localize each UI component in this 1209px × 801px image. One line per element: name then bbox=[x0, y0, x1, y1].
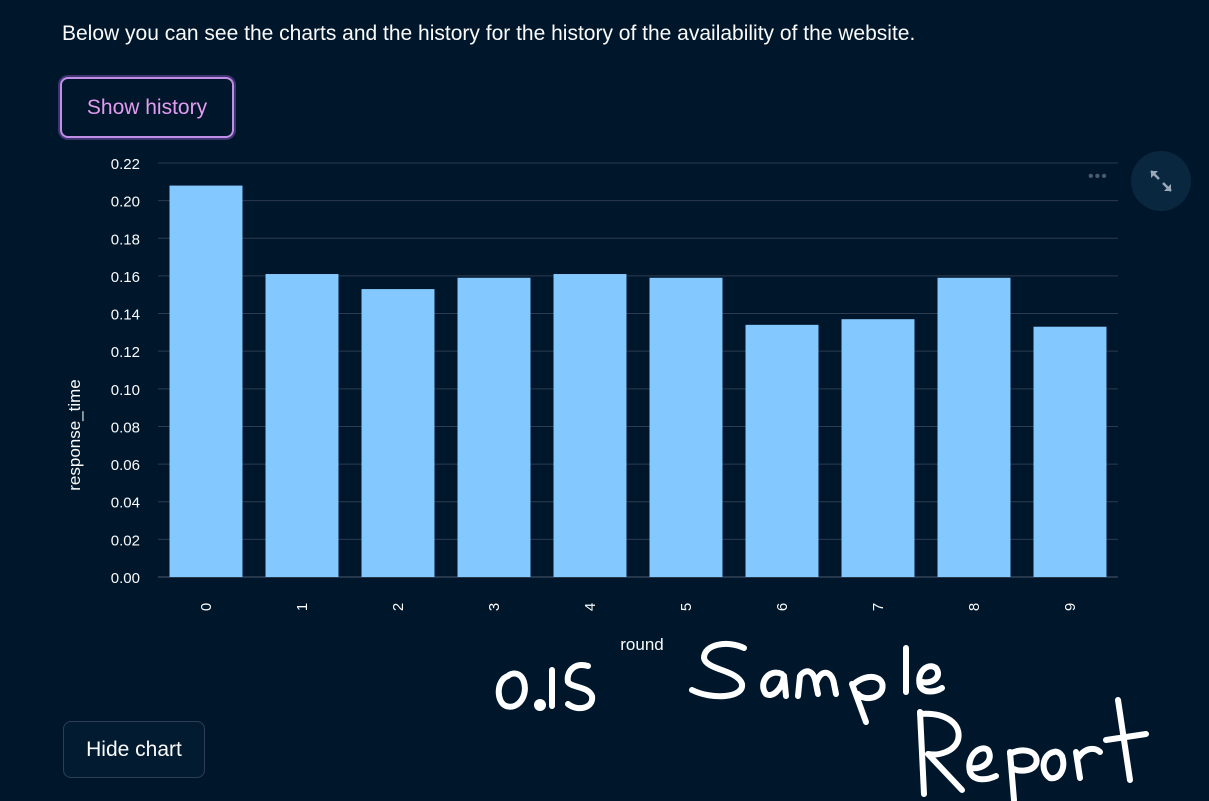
bar-round-3[interactable] bbox=[457, 277, 531, 577]
bar-round-2[interactable] bbox=[361, 289, 435, 577]
y-tick-label: 0.00 bbox=[111, 570, 140, 587]
ellipsis-icon[interactable]: ••• bbox=[1088, 168, 1108, 185]
x-tick-label: 0 bbox=[198, 603, 215, 611]
bar-round-5[interactable] bbox=[649, 277, 723, 577]
y-tick-label: 0.20 bbox=[111, 194, 140, 211]
x-tick-label: 1 bbox=[294, 603, 311, 611]
fullscreen-expand-icon bbox=[1150, 170, 1172, 192]
y-axis-label: response_time bbox=[65, 379, 84, 491]
bar-round-8[interactable] bbox=[937, 277, 1011, 577]
bar-chart: 0.00 0.02 0.04 0.06 0.08 0.10 0.12 0.14 0.16 0.18… bbox=[0, 145, 1209, 665]
bar-round-0[interactable] bbox=[169, 185, 243, 577]
x-tick-label: 2 bbox=[390, 603, 407, 611]
bars bbox=[169, 185, 1107, 577]
x-tick-label: 5 bbox=[678, 603, 695, 611]
y-tick-label: 0.04 bbox=[111, 495, 140, 512]
chart-svg: 0.00 0.02 0.04 0.06 0.08 0.10 0.12 0.14 0.16 0.18… bbox=[65, 156, 1118, 654]
y-tick-label: 0.06 bbox=[111, 457, 140, 474]
bar-round-4[interactable] bbox=[553, 274, 627, 577]
x-tick-label: 9 bbox=[1062, 603, 1079, 611]
x-tick-label: 3 bbox=[486, 603, 503, 611]
x-tick-label: 6 bbox=[774, 603, 791, 611]
y-tick-label: 0.16 bbox=[111, 269, 140, 286]
y-tick-label: 0.12 bbox=[111, 344, 140, 361]
hide-chart-button[interactable]: Hide chart bbox=[63, 721, 205, 778]
fullscreen-expand-button[interactable] bbox=[1131, 151, 1191, 211]
x-tick-label: 4 bbox=[582, 603, 599, 611]
show-history-button[interactable]: Show history bbox=[60, 77, 234, 138]
x-axis-ticks: 0 1 2 3 4 5 6 7 8 9 bbox=[198, 603, 1079, 611]
handwritten-text-0-15 bbox=[495, 662, 596, 712]
x-tick-label: 7 bbox=[870, 603, 887, 611]
bar-round-6[interactable] bbox=[745, 324, 819, 577]
y-tick-label: 0.02 bbox=[111, 532, 140, 549]
y-tick-label: 0.14 bbox=[111, 307, 140, 324]
y-tick-label: 0.18 bbox=[111, 231, 140, 248]
y-axis-ticks: 0.00 0.02 0.04 0.06 0.08 0.10 0.12 0.14 0.16 0.18… bbox=[111, 156, 140, 587]
x-tick-label: 8 bbox=[966, 603, 983, 611]
y-tick-label: 0.10 bbox=[111, 382, 140, 399]
bar-round-7[interactable] bbox=[841, 319, 915, 577]
y-tick-label: 0.08 bbox=[111, 419, 140, 436]
x-axis-label: round bbox=[620, 635, 663, 654]
handwritten-text-report bbox=[917, 697, 1149, 801]
bar-round-9[interactable] bbox=[1033, 326, 1107, 577]
bar-round-1[interactable] bbox=[265, 274, 339, 577]
y-tick-label: 0.22 bbox=[111, 156, 140, 173]
intro-text: Below you can see the charts and the his… bbox=[62, 22, 916, 45]
